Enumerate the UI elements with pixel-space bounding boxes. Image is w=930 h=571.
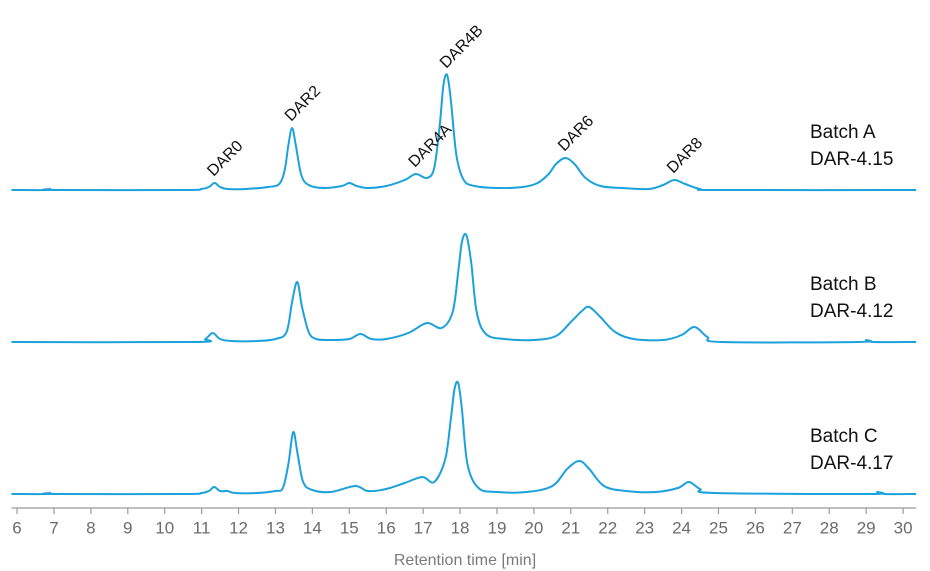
trace [11,380,917,496]
x-tick-label: 23 [635,518,654,537]
x-tick-label: 9 [123,518,132,537]
x-tick-label: 16 [377,518,396,537]
peak-label: DAR6 [555,113,597,155]
series-name: Batch B [810,274,877,295]
peak-label: DAR8 [664,135,706,177]
x-tick-label: 6 [12,518,21,537]
trace [11,232,917,344]
x-tick-label: 11 [193,518,211,537]
x-tick-label: 14 [303,518,322,537]
series-label: DAR-4.12 [810,301,893,322]
x-tick-label: 24 [672,518,691,537]
x-tick-label: 28 [820,518,839,537]
x-tick-label: 7 [49,518,58,537]
x-tick-label: 26 [746,518,765,537]
x-tick-label: 13 [266,518,285,537]
x-tick-label: 29 [857,518,876,537]
x-tick-label: 25 [709,518,728,537]
peak-label: DAR2 [282,83,324,125]
x-tick-label: 19 [488,518,507,537]
x-tick-label: 8 [86,518,95,537]
x-tick-label: 22 [598,518,617,537]
peak-label: DAR4B [437,22,487,72]
x-tick-label: 12 [229,518,248,537]
x-tick-label: 21 [561,518,580,537]
x-tick-label: 27 [783,518,802,537]
trace [11,73,917,192]
x-tick-label: 15 [340,518,359,537]
x-tick-label: 20 [524,518,543,537]
x-tick-label: 10 [155,518,174,537]
peak-label: DAR4A [406,121,456,171]
series-label: DAR-4.17 [810,453,893,474]
peak-label: DAR0 [204,138,246,180]
x-tick-label: 18 [451,518,470,537]
series-label: DAR-4.15 [810,149,893,170]
series-name: Batch C [810,426,878,447]
x-axis-title: Retention time [min] [394,552,536,569]
series-name: Batch A [810,122,876,143]
x-tick-label: 30 [894,518,913,537]
x-tick-label: 17 [414,518,433,537]
